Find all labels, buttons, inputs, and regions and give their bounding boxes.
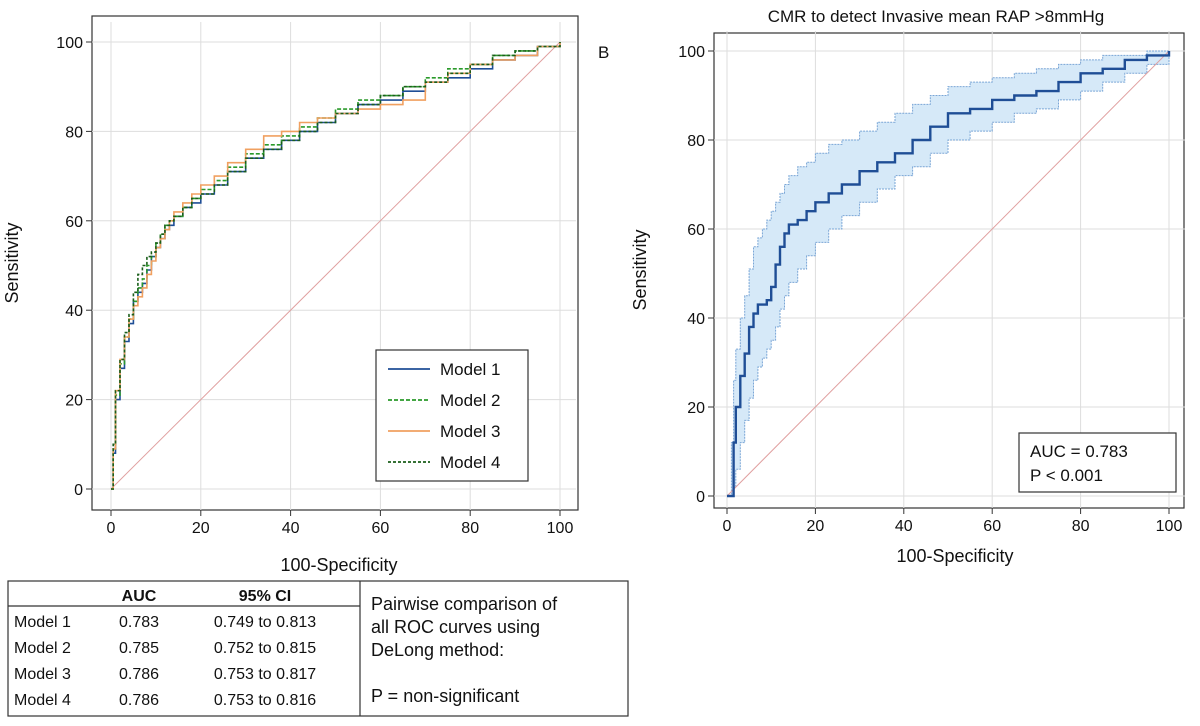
y-tick-label: 60 <box>65 214 83 231</box>
legend-label-model-4: Model 4 <box>440 453 500 472</box>
y-tick-label: 20 <box>687 400 705 417</box>
panel-b-ticks: 0 20 40 60 80 100 0 20 40 60 80 100 <box>678 44 1182 535</box>
series-line-model-4 <box>111 42 561 490</box>
panel-b-ylabel: Sensitivity <box>630 229 650 310</box>
x-tick-label: 60 <box>983 518 1001 535</box>
panel-a-roc-chart: 0 20 40 60 80 100 0 20 40 60 80 100 100-Specificity… <box>2 15 579 575</box>
x-tick-label: 100 <box>547 520 574 537</box>
panel-b-annotation: AUC = 0.783 P < 0.001 <box>1018 432 1177 493</box>
panel-b-reference-line <box>726 50 1170 497</box>
annotation-box <box>1018 432 1177 493</box>
y-tick-label: 0 <box>74 482 83 499</box>
panel-a-legend: Model 1 Model 2 Model 3 Model 4 <box>375 349 529 482</box>
y-tick-label: 40 <box>687 311 705 328</box>
auc-table: AUC 95% CI Model 1 0.783 0.749 to 0.813Mod… <box>7 580 629 717</box>
series-line-roc <box>727 51 1171 498</box>
reference-diagonal <box>726 50 1170 497</box>
panel-a-ticks: 0 20 40 60 80 100 0 20 40 60 80 100 <box>56 35 573 537</box>
x-tick-label: 40 <box>282 520 300 537</box>
legend-label-model-1: Model 1 <box>440 360 500 379</box>
y-tick-label: 100 <box>56 35 83 52</box>
table-frame <box>7 580 629 717</box>
table-note: Pairwise comparison of all ROC curves usi… <box>371 594 558 706</box>
panel-a-ylabel: Sensitivity <box>2 222 22 303</box>
y-tick-label: 40 <box>65 303 83 320</box>
y-tick-label: 0 <box>696 489 705 506</box>
table-cell-ci: 0.753 to 0.816 <box>214 692 316 709</box>
x-tick-label: 40 <box>895 518 913 535</box>
panel-a-xlabel: 100-Specificity <box>280 555 397 575</box>
table-note-line: DeLong method: <box>371 640 504 660</box>
y-tick-label: 60 <box>687 222 705 239</box>
table-cell-auc: 0.786 <box>119 666 159 683</box>
x-tick-label: 80 <box>1072 518 1090 535</box>
x-tick-label: 80 <box>461 520 479 537</box>
table-cell-model: Model 3 <box>14 666 71 683</box>
x-tick-label: 20 <box>192 520 210 537</box>
table-note-line: P = non-significant <box>371 686 519 706</box>
table-note-line: all ROC curves using <box>371 617 540 637</box>
panel-a-frame <box>91 15 579 511</box>
panel-b-roc-chart: CMR to detect Invasive mean RAP >8mmHg 0… <box>630 7 1185 566</box>
y-tick-label: 80 <box>65 124 83 141</box>
panel-b-title: CMR to detect Invasive mean RAP >8mmHg <box>768 7 1105 26</box>
table-cell-model: Model 4 <box>14 692 71 709</box>
x-tick-label: 20 <box>807 518 825 535</box>
x-tick-label: 60 <box>372 520 390 537</box>
table-cell-auc: 0.786 <box>119 692 159 709</box>
table-cell-auc: 0.783 <box>119 614 159 631</box>
confidence-band-fill <box>727 51 1169 496</box>
panel-b-xlabel: 100-Specificity <box>896 546 1013 566</box>
table-cell-ci: 0.752 to 0.815 <box>214 640 316 657</box>
legend-box <box>375 349 529 482</box>
table-cell-model: Model 2 <box>14 640 71 657</box>
annotation-p: P < 0.001 <box>1030 466 1103 485</box>
y-tick-label: 20 <box>65 393 83 410</box>
table-header-ci: 95% CI <box>239 588 291 605</box>
legend-label-model-2: Model 2 <box>440 391 500 410</box>
table-cell-ci: 0.753 to 0.817 <box>214 666 316 683</box>
panel-a-reference-line <box>110 41 561 490</box>
panel-b-letter: B <box>598 43 609 62</box>
x-tick-label: 100 <box>1156 518 1183 535</box>
ci-upper-line <box>727 50 1169 497</box>
legend-label-model-3: Model 3 <box>440 422 500 441</box>
table-cell-model: Model 1 <box>14 614 71 631</box>
annotation-auc: AUC = 0.783 <box>1030 442 1128 461</box>
panel-b-confidence-band <box>727 50 1170 497</box>
x-tick-label: 0 <box>107 520 116 537</box>
table-header-auc: AUC <box>122 588 157 605</box>
y-tick-label: 100 <box>678 44 705 61</box>
panel-b-series <box>727 51 1171 498</box>
table-cell-auc: 0.785 <box>119 640 159 657</box>
table-rows: Model 1 0.783 0.749 to 0.813 Model 2 0.785 0.… <box>14 614 316 709</box>
table-cell-ci: 0.749 to 0.813 <box>214 614 316 631</box>
table-note-line: Pairwise comparison of <box>371 594 558 614</box>
y-tick-label: 80 <box>687 133 705 150</box>
panel-b-frame <box>713 32 1185 509</box>
ci-lower-line <box>727 55 1170 497</box>
x-tick-label: 0 <box>723 518 732 535</box>
panel-a-series <box>111 42 561 490</box>
reference-diagonal <box>110 41 561 490</box>
